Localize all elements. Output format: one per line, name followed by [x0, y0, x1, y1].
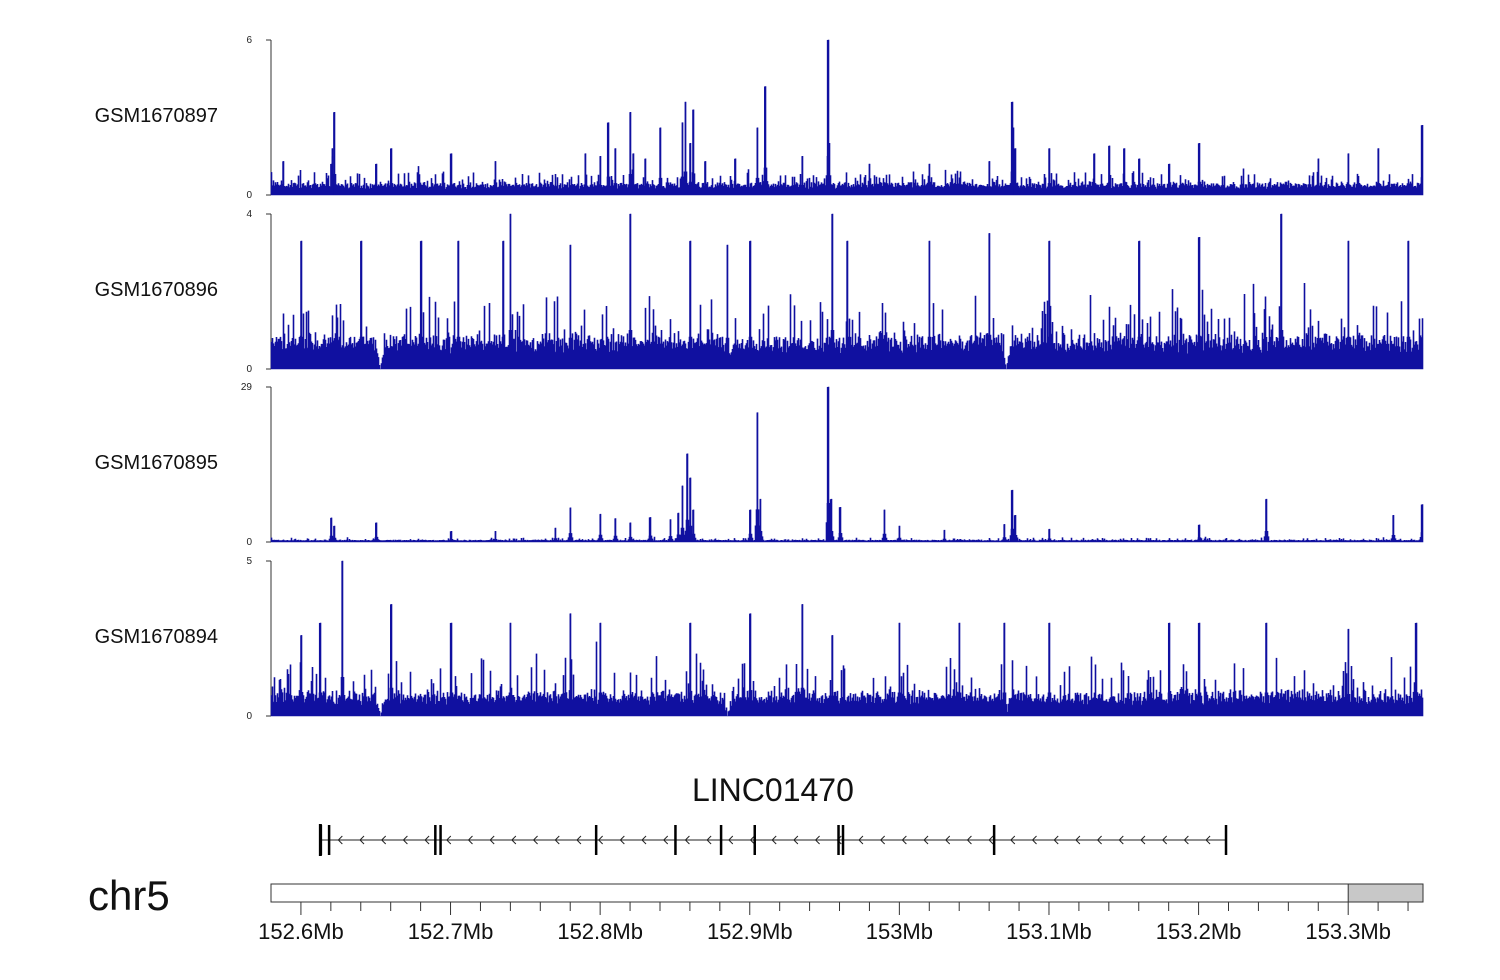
chromosome-label: chr5 — [88, 872, 170, 919]
track-GSM1670897: GSM1670897 6 0 — [95, 35, 1424, 201]
x-tick-label: 152.8Mb — [557, 919, 643, 944]
gene-exon — [719, 825, 723, 855]
y-tick-label: 0 — [246, 537, 252, 548]
strand-arrow — [945, 835, 951, 845]
strand-arrow — [923, 835, 929, 845]
track-label: GSM1670895 — [95, 452, 218, 474]
x-tick-label: 153.2Mb — [1156, 919, 1242, 944]
gene-name-label: LINC01470 — [692, 772, 854, 808]
strand-arrow — [619, 835, 625, 845]
strand-arrow — [814, 835, 820, 845]
gene-exon — [1224, 825, 1228, 855]
y-tick-label: 0 — [246, 364, 252, 375]
track-GSM1670896: GSM1670896 4 0 — [95, 209, 1424, 375]
strand-arrow — [467, 835, 473, 845]
strand-arrow — [337, 835, 343, 845]
strand-arrow — [381, 835, 387, 845]
track-label: GSM1670894 — [95, 626, 218, 648]
genomic-axis: 152.6Mb 152.7Mb 152.8Mb 152.9Mb 153Mb 153.1Mb… — [258, 901, 1423, 944]
gene-exon — [327, 825, 331, 855]
strand-arrow — [771, 835, 777, 845]
strand-arrow — [554, 835, 560, 845]
strand-arrow — [988, 835, 994, 845]
strand-arrow — [1096, 835, 1102, 845]
signal-area — [270, 39, 1424, 196]
track-GSM1670894: GSM1670894 5 0 — [95, 556, 1424, 722]
x-tick-label: 153.1Mb — [1006, 919, 1092, 944]
y-tick-label: 0 — [246, 711, 252, 722]
signal-area — [270, 560, 1424, 717]
strand-arrow — [684, 835, 690, 845]
track-label: GSM1670897 — [95, 105, 218, 127]
gene-exon — [434, 825, 437, 855]
strand-arrow — [597, 835, 604, 845]
strand-arrow — [1140, 835, 1146, 845]
strand-arrow — [446, 835, 452, 845]
strand-arrow — [793, 835, 799, 845]
track-label: GSM1670896 — [95, 279, 218, 301]
strand-arrow — [511, 835, 517, 845]
strand-arrow — [359, 835, 365, 845]
x-tick-label: 153Mb — [866, 919, 933, 944]
signal-tracks: GSM167089760GSM167089640GSM1670895290GSM… — [95, 35, 1424, 722]
gene-exon — [594, 825, 598, 855]
strand-arrow — [1161, 835, 1168, 845]
strand-arrow — [858, 835, 864, 845]
strand-arrow — [1183, 835, 1189, 845]
strand-arrow — [901, 835, 907, 845]
gene-exon — [992, 825, 996, 855]
x-tick-label: 152.7Mb — [408, 919, 494, 944]
strand-arrow — [1118, 835, 1124, 845]
strand-arrow — [663, 835, 669, 845]
strand-arrow — [966, 835, 972, 845]
strand-arrow — [1031, 835, 1037, 845]
gene-exon — [674, 825, 677, 855]
strand-arrow — [576, 835, 582, 845]
gene-exon — [837, 825, 840, 855]
strand-arrow — [728, 835, 734, 845]
strand-arrow — [879, 835, 886, 845]
chromosome-ideogram: chr5 — [88, 872, 1424, 919]
x-tick-label: 152.9Mb — [707, 919, 793, 944]
highlight-region — [1347, 883, 1424, 903]
y-tick-label: 6 — [246, 35, 252, 46]
signal-area — [270, 386, 1424, 543]
chromosome-bar — [270, 883, 1424, 903]
strand-arrow — [1053, 835, 1059, 845]
gene-exon — [753, 825, 756, 855]
strand-arrow — [424, 835, 430, 845]
x-tick-label: 153.3Mb — [1305, 919, 1391, 944]
y-tick-label: 4 — [246, 209, 252, 220]
y-tick-label: 29 — [241, 382, 253, 393]
gene-model-track: LINC01470 — [318, 772, 1228, 856]
gene-exon — [439, 825, 442, 855]
strand-arrow — [641, 835, 647, 845]
strand-arrow — [1205, 835, 1211, 845]
y-tick-label: 5 — [246, 556, 252, 567]
track-GSM1670895: GSM1670895 29 0 — [95, 382, 1424, 548]
x-tick-label: 152.6Mb — [258, 919, 344, 944]
strand-arrow — [749, 835, 755, 845]
strand-arrow — [836, 835, 842, 845]
gene-exon — [841, 825, 845, 855]
strand-arrow — [532, 835, 538, 845]
strand-arrow — [706, 835, 712, 845]
strand-arrow — [1075, 835, 1081, 845]
strand-arrow — [489, 835, 495, 845]
strand-arrow — [402, 835, 408, 845]
strand-arrow — [1010, 835, 1016, 845]
y-tick-label: 0 — [246, 190, 252, 201]
